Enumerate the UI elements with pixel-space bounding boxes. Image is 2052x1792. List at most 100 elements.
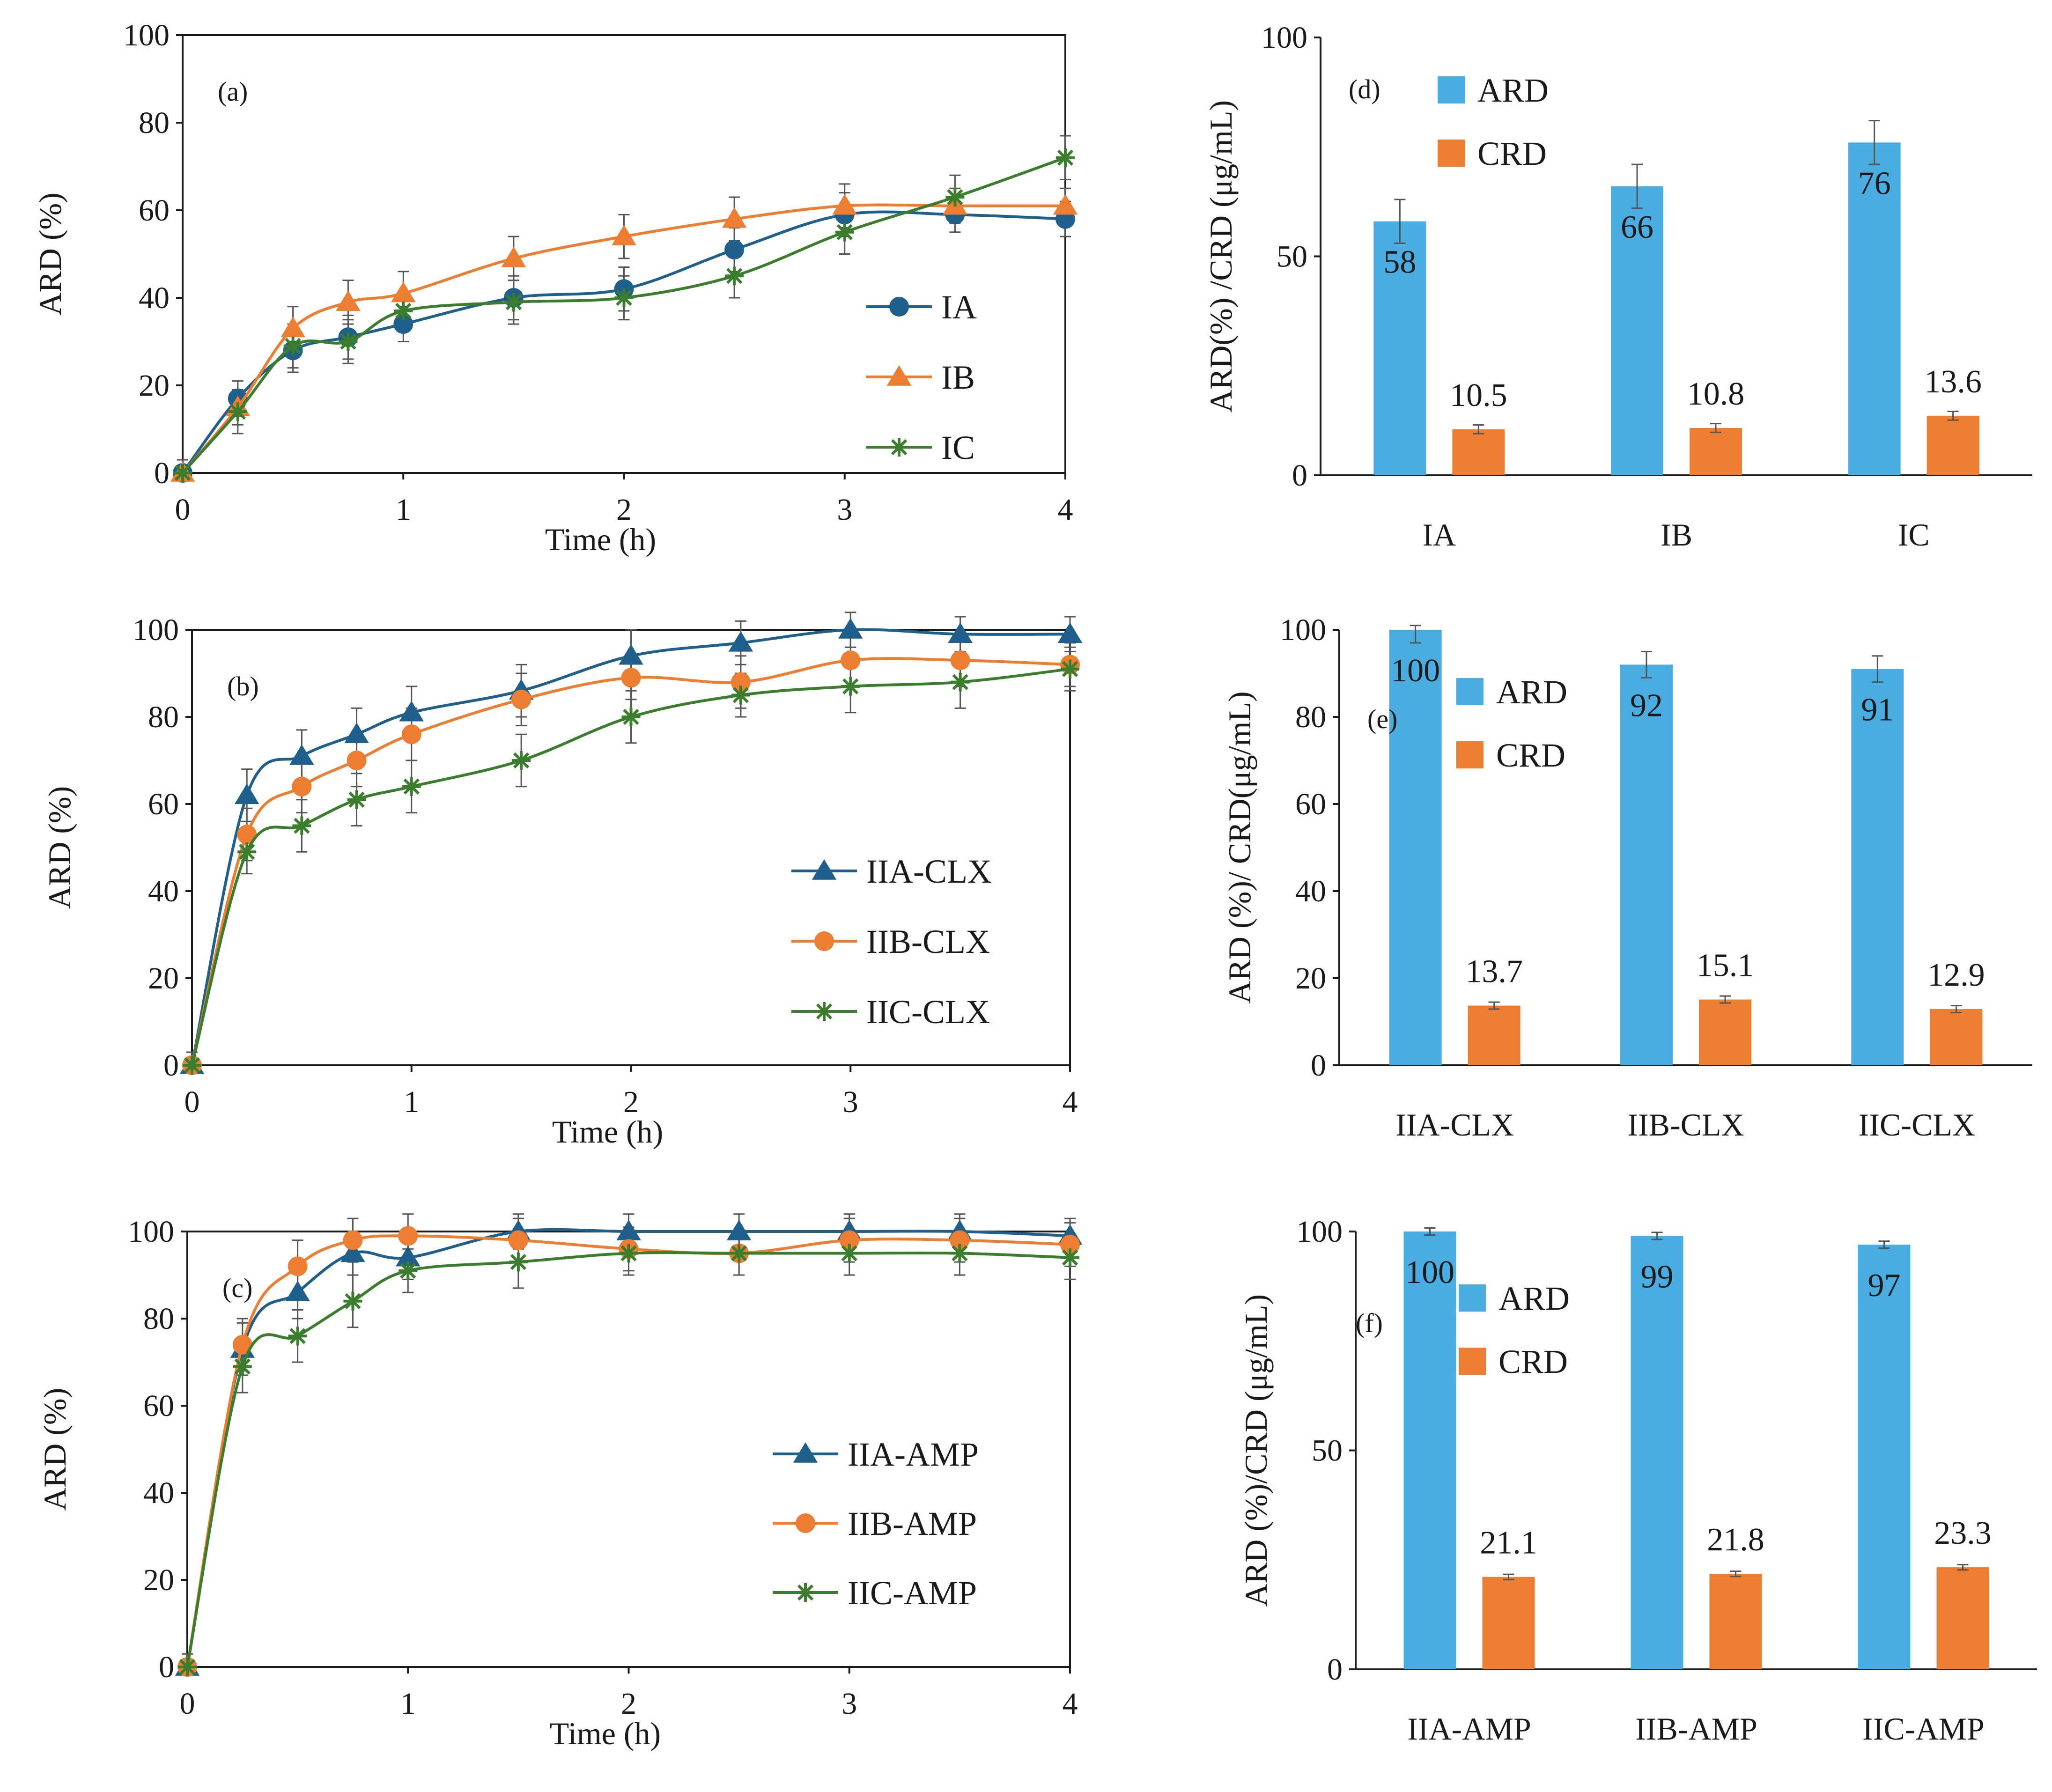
data-point-IB bbox=[391, 281, 416, 302]
data-point-IIB-CLX bbox=[292, 776, 312, 796]
bar-CRD-IIB-AMP bbox=[1709, 1574, 1762, 1669]
bar-CRD-IIB-CLX bbox=[1699, 999, 1751, 1065]
legend-label: IC bbox=[941, 429, 975, 466]
data-point-IIC-AMP-stroke bbox=[1062, 1249, 1078, 1266]
legend-label: IIB-AMP bbox=[848, 1505, 977, 1542]
legend-label: IIC-CLX bbox=[866, 993, 990, 1031]
legend-label: IIA-CLX bbox=[866, 853, 992, 890]
data-point-IIA-CLX bbox=[344, 723, 369, 743]
legend-swatch bbox=[1456, 678, 1484, 705]
data-label: 15.1 bbox=[1697, 948, 1754, 984]
data-point-IB bbox=[612, 225, 636, 245]
data-point-IB bbox=[280, 317, 305, 338]
data-point-IB bbox=[722, 207, 747, 228]
panel-label: (f) bbox=[1356, 1308, 1383, 1338]
legend-item-CRD: CRD bbox=[1459, 1343, 1568, 1380]
data-point-IC bbox=[1056, 148, 1075, 167]
y-tick-label: 50 bbox=[1312, 1434, 1343, 1468]
data-point-IC bbox=[725, 266, 744, 286]
data-point-IIB-CLX bbox=[401, 724, 421, 745]
legend-item-IIB-CLX: IIB-CLX bbox=[791, 923, 990, 960]
data-point-IIB-AMP bbox=[950, 1230, 970, 1250]
data-point-IIC-AMP-stroke bbox=[841, 1245, 857, 1261]
data-point-IIB-AMP bbox=[288, 1256, 308, 1276]
legend-marker bbox=[890, 438, 908, 457]
legend-label: IA bbox=[941, 288, 977, 326]
data-point-IIC-CLX-stroke bbox=[239, 844, 255, 860]
data-point-IIC-AMP bbox=[178, 1658, 197, 1676]
y-axis-label: ARD(%) /CRD (μg/mL) bbox=[1203, 100, 1239, 413]
data-point-IIC-AMP bbox=[288, 1327, 307, 1346]
y-axis-label: ARD (%) bbox=[37, 1388, 73, 1511]
y-tick-label: 0 bbox=[159, 1650, 174, 1684]
data-label: 10.8 bbox=[1687, 376, 1745, 412]
data-point-IIC-AMP-stroke bbox=[345, 1293, 361, 1309]
bar-ARD-IIC-CLX bbox=[1851, 669, 1904, 1065]
data-point-IIC-CLX bbox=[512, 751, 531, 770]
category-label: IIA-CLX bbox=[1395, 1107, 1514, 1143]
data-point-IC bbox=[945, 187, 965, 206]
data-label: 100 bbox=[1391, 653, 1440, 689]
category-label: IIB-CLX bbox=[1627, 1107, 1744, 1143]
data-point-IIB-AMP bbox=[508, 1230, 528, 1250]
data-point-IIC-AMP bbox=[840, 1244, 859, 1263]
legend-swatch bbox=[1459, 1348, 1486, 1375]
data-point-IIB-CLX bbox=[731, 672, 751, 692]
y-axis-label: ARD (%)/ CRD(μg/mL) bbox=[1222, 691, 1257, 1003]
legend-marker bbox=[815, 1002, 834, 1021]
data-label: 13.6 bbox=[1924, 364, 1982, 400]
data-point-IB bbox=[336, 290, 361, 311]
data-point-IIB-AMP bbox=[398, 1226, 418, 1246]
legend-label: IIA-AMP bbox=[848, 1436, 979, 1473]
data-point-IIC-CLX-stroke bbox=[842, 678, 859, 695]
data-label: 21.1 bbox=[1480, 1525, 1537, 1561]
bar-CRD-IIC-AMP bbox=[1936, 1567, 1989, 1669]
data-point-IA bbox=[724, 240, 745, 260]
chart-b: 0 20 40 60 80 100 0 1 2 3 4 Time (h) ARD (%) (b) IIA-C… bbox=[42, 612, 1083, 1150]
data-point-IIC-CLX-stroke bbox=[623, 708, 639, 725]
data-point-IC-stroke bbox=[229, 403, 246, 420]
chart-e: 0 20 40 60 80 100 ARD (%)/ CRD(μg/mL) IIA-CLX 10… bbox=[1222, 613, 2032, 1143]
data-point-IC bbox=[835, 222, 854, 242]
y-tick-label: 20 bbox=[148, 961, 179, 996]
data-label: 92 bbox=[1630, 687, 1663, 723]
data-point-IIB-AMP bbox=[839, 1230, 859, 1250]
y-tick-label: 20 bbox=[1295, 961, 1326, 996]
data-point-IIC-AMP bbox=[343, 1291, 362, 1311]
data-point-IC-stroke bbox=[395, 302, 412, 319]
y-tick-label: 100 bbox=[1261, 21, 1307, 55]
data-point-IIC-AMP-stroke bbox=[620, 1245, 637, 1261]
y-tick-label: 0 bbox=[1292, 458, 1307, 493]
data-point-IIA-AMP bbox=[340, 1241, 365, 1262]
y-tick-label: 40 bbox=[143, 1476, 174, 1510]
data-point-IIC-AMP bbox=[399, 1261, 418, 1280]
data-point-IIC-AMP-stroke bbox=[400, 1262, 416, 1279]
data-label: 23.3 bbox=[1934, 1515, 1992, 1551]
data-point-IA bbox=[393, 314, 413, 334]
chart-c: 0 20 40 60 80 100 0 1 2 3 4 Time (h) ARD (%) (c) IIA-A… bbox=[37, 1213, 1083, 1751]
legend-marker bbox=[886, 365, 912, 386]
legend-label: CRD bbox=[1496, 737, 1565, 774]
legend-item-IIC-AMP: IIC-AMP bbox=[773, 1574, 977, 1612]
data-point-IIC-AMP bbox=[509, 1253, 528, 1272]
data-label: 99 bbox=[1641, 1259, 1674, 1295]
y-tick-label: 50 bbox=[1277, 240, 1307, 274]
data-point-IIC-AMP-stroke bbox=[510, 1254, 526, 1270]
data-point-IC bbox=[173, 464, 192, 482]
legend-label: ARD bbox=[1496, 673, 1567, 711]
data-point-IIC-CLX bbox=[347, 790, 366, 809]
data-point-IIB-CLX bbox=[237, 825, 257, 845]
y-tick-label: 40 bbox=[139, 281, 170, 315]
data-point-IIA-CLX bbox=[838, 618, 863, 639]
data-point-IIC-AMP bbox=[233, 1357, 252, 1376]
panel-label: (e) bbox=[1367, 704, 1397, 734]
y-tick-label: 60 bbox=[139, 193, 170, 228]
y-tick-label: 20 bbox=[139, 369, 170, 403]
data-label: 13.7 bbox=[1465, 954, 1523, 990]
y-tick-label: 80 bbox=[139, 106, 170, 140]
category-label: IB bbox=[1661, 517, 1692, 553]
data-point-IIC-CLX-stroke bbox=[732, 687, 749, 703]
data-point-IIC-CLX-stroke bbox=[1062, 661, 1078, 677]
bar-CRD-IC bbox=[1927, 415, 1979, 475]
data-label: 12.9 bbox=[1927, 957, 1985, 993]
